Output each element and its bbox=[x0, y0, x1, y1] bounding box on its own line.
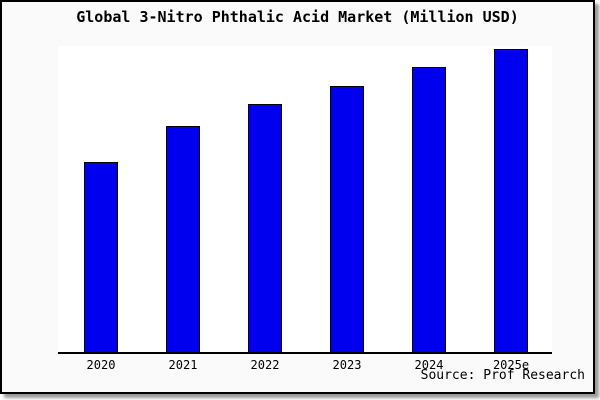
x-tick-label-2022: 2022 bbox=[250, 358, 280, 372]
x-tick-label-2023: 2023 bbox=[332, 358, 362, 372]
chart-frame: Global 3-Nitro Phthalic Acid Market (Mil… bbox=[0, 0, 595, 394]
bar-2025e bbox=[494, 49, 528, 352]
chart-title: Global 3-Nitro Phthalic Acid Market (Mil… bbox=[76, 8, 519, 26]
plot-area bbox=[58, 46, 552, 354]
x-tick-label-2024: 2024 bbox=[414, 358, 444, 372]
bar-2023 bbox=[330, 86, 364, 352]
bar-2020 bbox=[84, 162, 118, 352]
source-note: Source: Prof Research bbox=[420, 368, 585, 383]
x-tick-label-2025e: 2025e bbox=[492, 358, 530, 372]
bar-2024 bbox=[412, 67, 446, 352]
x-tick-label-2020: 2020 bbox=[86, 358, 116, 372]
x-tick-label-2021: 2021 bbox=[168, 358, 198, 372]
bar-2021 bbox=[166, 126, 200, 352]
bar-2022 bbox=[248, 104, 282, 352]
